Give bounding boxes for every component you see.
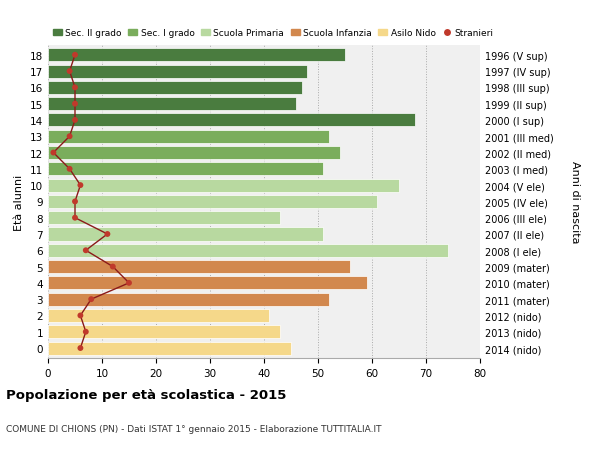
Point <box>70 101 80 108</box>
Point <box>81 247 91 254</box>
Bar <box>48 244 448 257</box>
Point <box>86 296 96 303</box>
Point <box>108 263 118 271</box>
Bar <box>48 228 323 241</box>
Bar <box>48 342 291 355</box>
Point <box>76 182 85 190</box>
Bar <box>48 49 345 62</box>
Bar <box>48 179 399 192</box>
Point <box>70 117 80 124</box>
Bar <box>48 147 340 160</box>
Bar <box>48 163 323 176</box>
Bar <box>48 82 302 95</box>
Bar <box>48 325 280 338</box>
Bar <box>48 212 280 225</box>
Point <box>76 345 85 352</box>
Legend: Sec. II grado, Sec. I grado, Scuola Primaria, Scuola Infanzia, Asilo Nido, Stran: Sec. II grado, Sec. I grado, Scuola Prim… <box>53 29 494 38</box>
Bar <box>48 277 367 290</box>
Bar <box>48 293 329 306</box>
Bar <box>48 114 415 127</box>
Point <box>70 52 80 59</box>
Bar <box>48 309 269 322</box>
Bar <box>48 130 329 143</box>
Point <box>70 198 80 206</box>
Point <box>65 133 74 140</box>
Point <box>76 312 85 319</box>
Bar <box>48 65 307 78</box>
Point <box>49 150 58 157</box>
Bar <box>48 98 296 111</box>
Point <box>124 280 134 287</box>
Bar <box>48 261 350 274</box>
Point <box>65 166 74 173</box>
Point <box>65 68 74 76</box>
Point <box>70 214 80 222</box>
Text: COMUNE DI CHIONS (PN) - Dati ISTAT 1° gennaio 2015 - Elaborazione TUTTITALIA.IT: COMUNE DI CHIONS (PN) - Dati ISTAT 1° ge… <box>6 425 382 434</box>
Point <box>81 328 91 336</box>
Point <box>103 231 112 238</box>
Point <box>70 84 80 92</box>
Y-axis label: Età alunni: Età alunni <box>14 174 25 230</box>
Bar <box>48 196 377 208</box>
Text: Popolazione per età scolastica - 2015: Popolazione per età scolastica - 2015 <box>6 388 286 401</box>
Y-axis label: Anni di nascita: Anni di nascita <box>570 161 580 243</box>
